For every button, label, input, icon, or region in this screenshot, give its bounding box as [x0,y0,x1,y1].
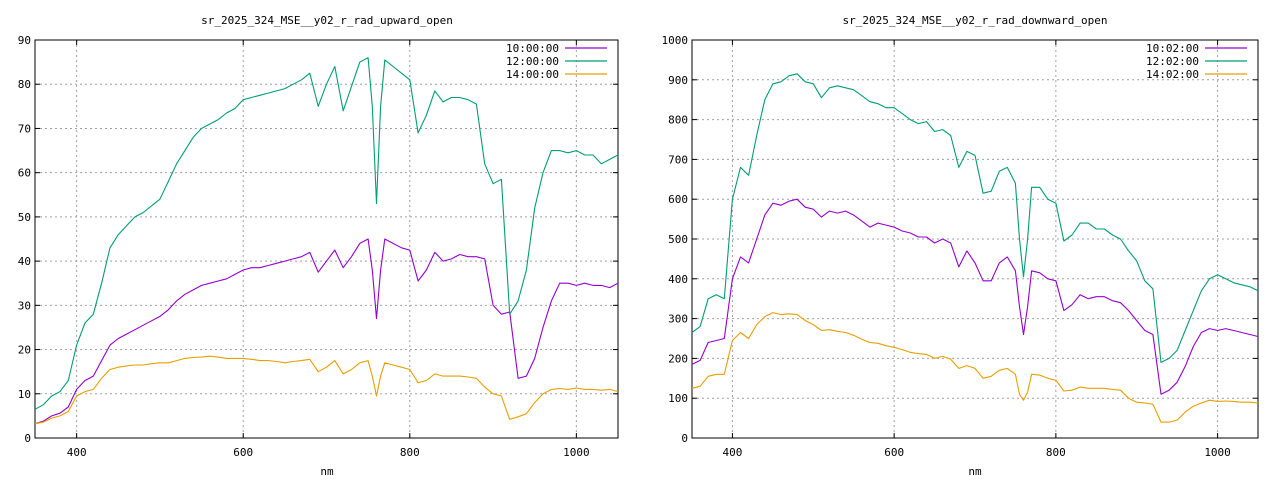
y-tick-label: 300 [668,313,688,326]
legend-label: 10:02:00 [1146,42,1199,55]
axes: 0 100 200 300 400 500 600 700 800 900 1000 400 600 80… [662,34,1258,459]
series-line-1 [691,198,1259,395]
legend-label: 14:02:00 [1146,68,1199,81]
x-tick-label: 800 [400,446,420,459]
grid [692,40,1258,438]
plot-frame [34,39,619,439]
legend-label: 12:02:00 [1146,55,1199,68]
chart-downward: 0 100 200 300 400 500 600 700 800 900 1000 400 600 80… [662,14,1259,478]
axes: 0 10 20 30 40 50 60 70 80 90 400 600 800 1000 [18,34,618,459]
series-line-2 [691,73,1259,363]
y-tick-label: 40 [18,255,31,268]
y-tick-label: 30 [18,299,31,312]
y-tick-label: 900 [668,74,688,87]
x-tick-label: 600 [884,446,904,459]
y-tick-label: 800 [668,114,688,127]
x-tick-label: 400 [722,446,742,459]
chart-upward: 0 10 20 30 40 50 60 70 80 90 400 600 800 1000 sr_2025… [18,14,619,478]
y-tick-label: 1000 [662,34,689,47]
y-tick-label: 0 [681,432,688,445]
series-group [34,57,619,425]
x-axis-label: nm [320,465,334,478]
chart-title: sr_2025_324_MSE__y02_r_rad_upward_open [201,14,453,27]
x-tick-label: 600 [233,446,253,459]
series-line-3 [691,312,1259,423]
legend-label: 12:00:00 [506,55,559,68]
x-tick-label: 400 [67,446,87,459]
y-tick-label: 80 [18,78,31,91]
legend-label: 14:00:00 [506,68,559,81]
series-line-1 [34,238,619,425]
y-tick-label: 70 [18,122,31,135]
y-tick-label: 20 [18,344,31,357]
x-tick-label: 1000 [563,446,590,459]
y-tick-label: 50 [18,211,31,224]
x-tick-label: 800 [1046,446,1066,459]
y-tick-label: 90 [18,34,31,47]
y-tick-label: 500 [668,233,688,246]
series-group [691,73,1259,423]
y-tick-label: 10 [18,388,31,401]
y-tick-label: 400 [668,273,688,286]
y-tick-label: 0 [24,432,31,445]
y-tick-label: 700 [668,153,688,166]
y-tick-label: 600 [668,193,688,206]
y-tick-label: 200 [668,352,688,365]
y-tick-label: 100 [668,392,688,405]
y-tick-label: 60 [18,167,31,180]
chart-title: sr_2025_324_MSE__y02_r_rad_downward_open [843,14,1108,27]
series-line-2 [34,57,619,410]
x-axis-label: nm [968,465,982,478]
legend-label: 10:00:00 [506,42,559,55]
x-tick-label: 1000 [1204,446,1231,459]
series-line-3 [34,355,619,425]
